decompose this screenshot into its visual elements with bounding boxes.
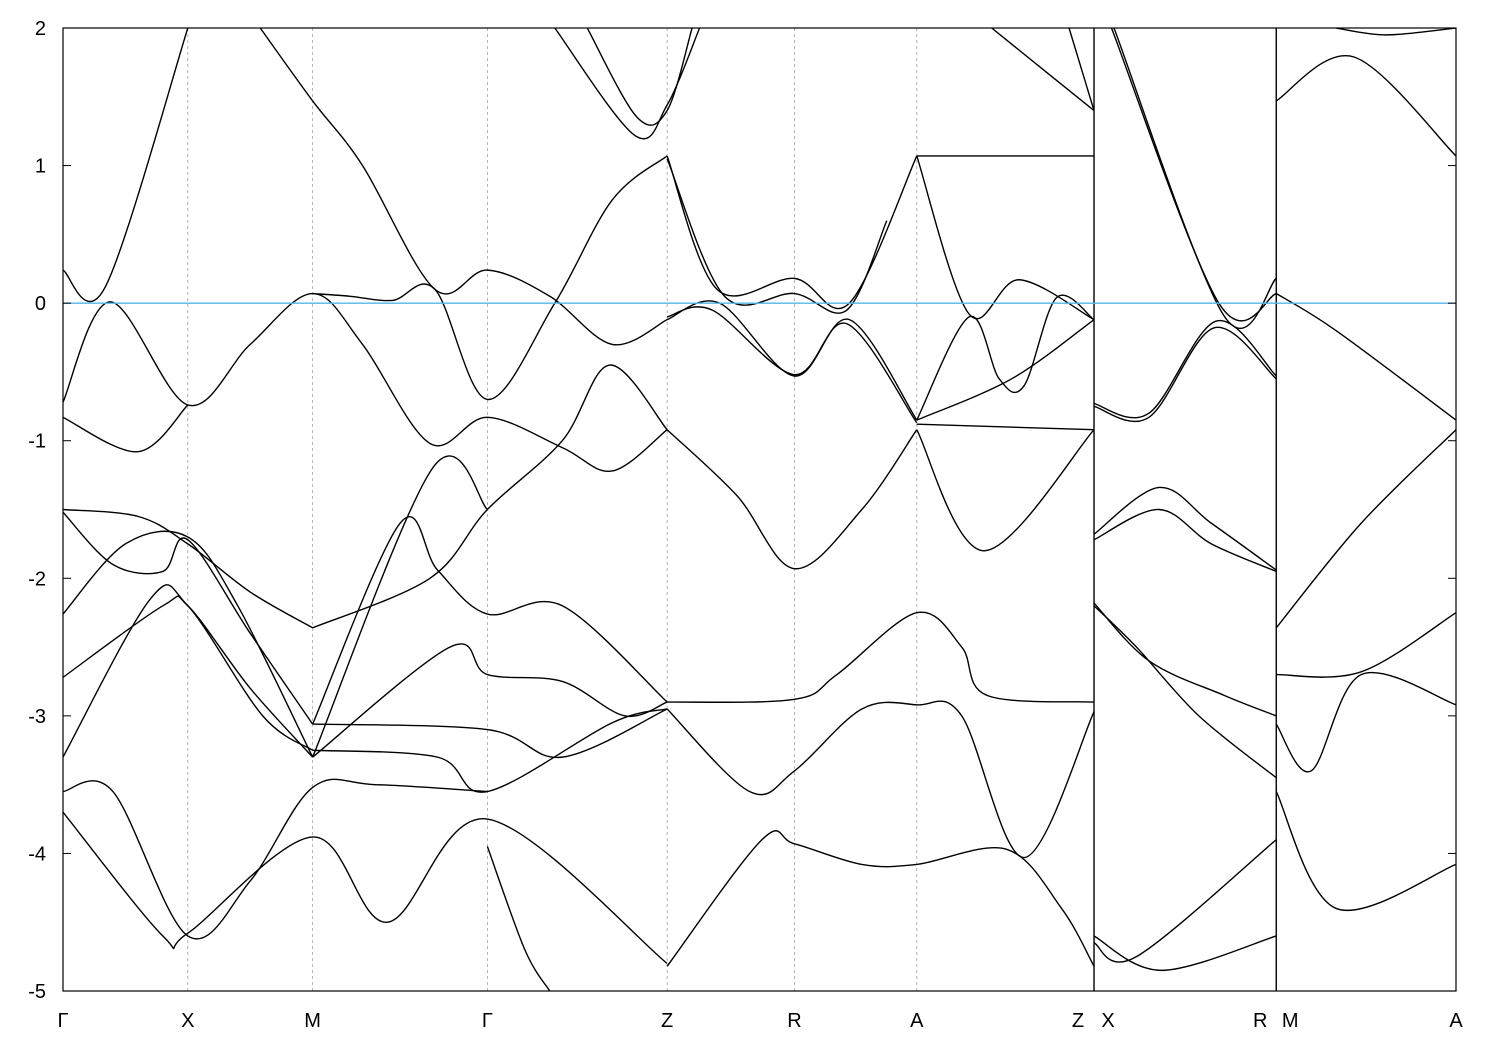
- band-line-38: [312, 708, 668, 759]
- x-tick-label: R: [787, 1010, 801, 1032]
- band-line-8: [666, 158, 888, 314]
- band-line-42: [916, 423, 1095, 431]
- x-tick-label: X: [181, 1010, 194, 1032]
- band-line-26: [1336, 28, 1456, 36]
- band-line-9: [916, 155, 1095, 321]
- band-line-11: [916, 294, 1095, 421]
- y-tick-label: 2: [35, 18, 46, 40]
- band-line-6: [666, 306, 918, 424]
- band-line-29: [63, 508, 313, 629]
- band-line-21: [1093, 486, 1277, 571]
- band-line-23: [1093, 605, 1277, 779]
- band-line-22: [1093, 508, 1277, 573]
- band-line-51: [1276, 612, 1456, 678]
- x-tick-label: Z: [661, 1010, 673, 1032]
- band-line-40: [666, 429, 918, 570]
- band-line-30: [63, 511, 314, 725]
- band-line-5: [666, 300, 918, 421]
- band-line-15: [991, 28, 1095, 112]
- band-line-52: [1093, 935, 1277, 972]
- y-tick-label: -3: [28, 706, 46, 728]
- band-line-2: [63, 404, 189, 453]
- x-tick-label: M: [304, 1010, 321, 1032]
- band-line-45: [666, 830, 1095, 967]
- x-tick-label: M: [1282, 1010, 1299, 1032]
- band-line-43: [667, 611, 1095, 703]
- band-line-27: [1275, 292, 1456, 421]
- band-line-47: [63, 811, 668, 965]
- band-line-36: [311, 455, 488, 758]
- band-line-37: [312, 643, 668, 758]
- band-line-1: [63, 292, 668, 472]
- y-tick-label: -5: [28, 981, 46, 1003]
- band-line-12: [916, 319, 1095, 421]
- x-tick-label: Γ: [57, 1010, 68, 1032]
- y-tick-label: -2: [28, 568, 46, 590]
- band-line-39: [312, 708, 668, 793]
- band-line-53: [1093, 839, 1277, 963]
- band-line-48: [486, 846, 551, 991]
- y-tick-label: 0: [35, 293, 46, 315]
- band-line-34: [312, 516, 668, 725]
- band-line-0: [63, 28, 189, 303]
- bands: [63, 28, 1456, 991]
- x-tick-label: Γ: [482, 1010, 493, 1032]
- band-line-7: [666, 155, 918, 310]
- band-line-46: [63, 778, 488, 940]
- x-tick-label: R: [1253, 1010, 1267, 1032]
- band-line-25: [1275, 54, 1456, 157]
- band-line-44: [666, 700, 1095, 859]
- band-line-49: [1275, 791, 1456, 911]
- x-tick-label: A: [910, 1010, 924, 1032]
- x-tick-label: A: [1449, 1010, 1463, 1032]
- band-line-31: [63, 530, 314, 758]
- band-line-13: [586, 28, 693, 126]
- y-tick-label: -1: [28, 431, 46, 453]
- band-line-33: [63, 584, 314, 758]
- band-line-17: [1113, 28, 1277, 329]
- band-line-50: [1275, 671, 1456, 773]
- x-tick-label: X: [1101, 1010, 1114, 1032]
- band-line-18: [1110, 28, 1277, 322]
- x-tick-label: Z: [1072, 1010, 1084, 1032]
- y-tick-label: -4: [28, 843, 46, 865]
- plot-frame: [62, 27, 1457, 992]
- band-line-16: [1068, 28, 1095, 111]
- band-line-19: [1093, 320, 1277, 419]
- band-line-3: [312, 155, 668, 401]
- band-line-14: [554, 28, 701, 140]
- band-line-41: [916, 429, 1095, 552]
- band-line-4: [259, 28, 668, 346]
- band-line-20: [1093, 326, 1277, 423]
- band-line-28: [1275, 429, 1456, 629]
- y-tick-label: 1: [35, 156, 46, 178]
- band-line-35: [312, 364, 668, 629]
- band-line-24: [1093, 602, 1277, 717]
